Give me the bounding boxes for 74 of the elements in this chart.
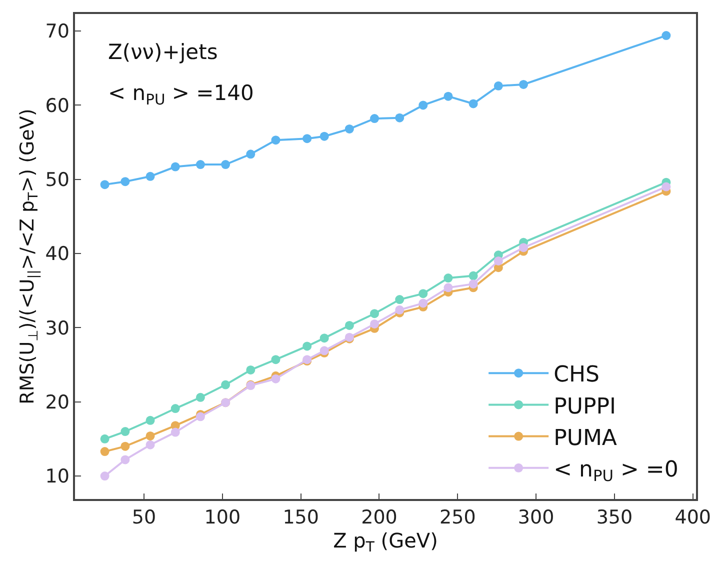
x-tick-label: 150 (282, 506, 319, 529)
point (519, 80, 528, 89)
point (662, 182, 671, 192)
point (120, 177, 130, 186)
x-tick-label: 100 (204, 506, 241, 529)
point (344, 320, 354, 330)
point (170, 404, 180, 414)
y-tick-label: 50 (45, 169, 70, 192)
point (370, 114, 380, 124)
point (395, 113, 404, 122)
point (221, 160, 230, 170)
y-tick-label: 60 (45, 94, 70, 117)
legend-label: PUMA (554, 426, 617, 451)
point (120, 427, 130, 436)
x-tick-label: 200 (361, 506, 398, 529)
point (418, 289, 428, 298)
point (370, 309, 380, 318)
point (494, 256, 503, 266)
x-tick-label: 50 (132, 506, 156, 529)
point (395, 295, 404, 304)
legend-label: CHS (554, 362, 600, 388)
point (146, 431, 155, 440)
point (246, 150, 256, 159)
point (519, 243, 528, 252)
point (320, 132, 329, 141)
point (120, 455, 130, 464)
point (370, 319, 380, 328)
point (662, 31, 671, 40)
point (418, 298, 428, 308)
x-tick-label: 400 (674, 506, 711, 529)
point (196, 412, 205, 422)
point (444, 274, 453, 283)
point (100, 434, 110, 444)
y-tick-label: 20 (45, 392, 70, 414)
point (146, 416, 155, 425)
point (146, 440, 155, 450)
y-tick-label: 30 (45, 317, 70, 340)
point (320, 334, 329, 343)
point (271, 136, 280, 145)
point (344, 124, 354, 134)
point (100, 447, 110, 456)
point (302, 342, 312, 351)
point (100, 472, 110, 481)
point (444, 283, 453, 292)
y-tick-label: 70 (45, 20, 70, 43)
point (246, 365, 256, 374)
point (302, 134, 312, 144)
x-axis-title: Z p$_{T}$ (GeV) (333, 528, 438, 556)
annotation: < n$_{PU}$ > =140 (108, 81, 254, 108)
x-tick-label: 250 (440, 506, 476, 529)
x-tick-label: 300 (518, 506, 554, 529)
point (468, 271, 478, 280)
x-tick-label: 350 (596, 506, 633, 529)
point (196, 160, 205, 170)
point (468, 99, 478, 108)
point (418, 100, 428, 110)
y-tick-label: 40 (45, 243, 70, 266)
point (100, 180, 110, 190)
point (120, 442, 130, 451)
legend-label: < n$_{PU}$ > =0 (554, 457, 678, 486)
point (196, 392, 205, 402)
point (170, 162, 180, 172)
y-tick-label: 10 (45, 466, 70, 488)
point (146, 172, 155, 181)
point (468, 279, 478, 288)
point (271, 355, 280, 364)
legend-label: PUPPI (554, 394, 616, 420)
point (444, 92, 453, 101)
point (494, 81, 503, 90)
point (170, 428, 180, 437)
point (271, 374, 280, 384)
annotation: Z(νν)+jets (108, 40, 218, 64)
point (395, 305, 404, 314)
point (221, 380, 230, 390)
